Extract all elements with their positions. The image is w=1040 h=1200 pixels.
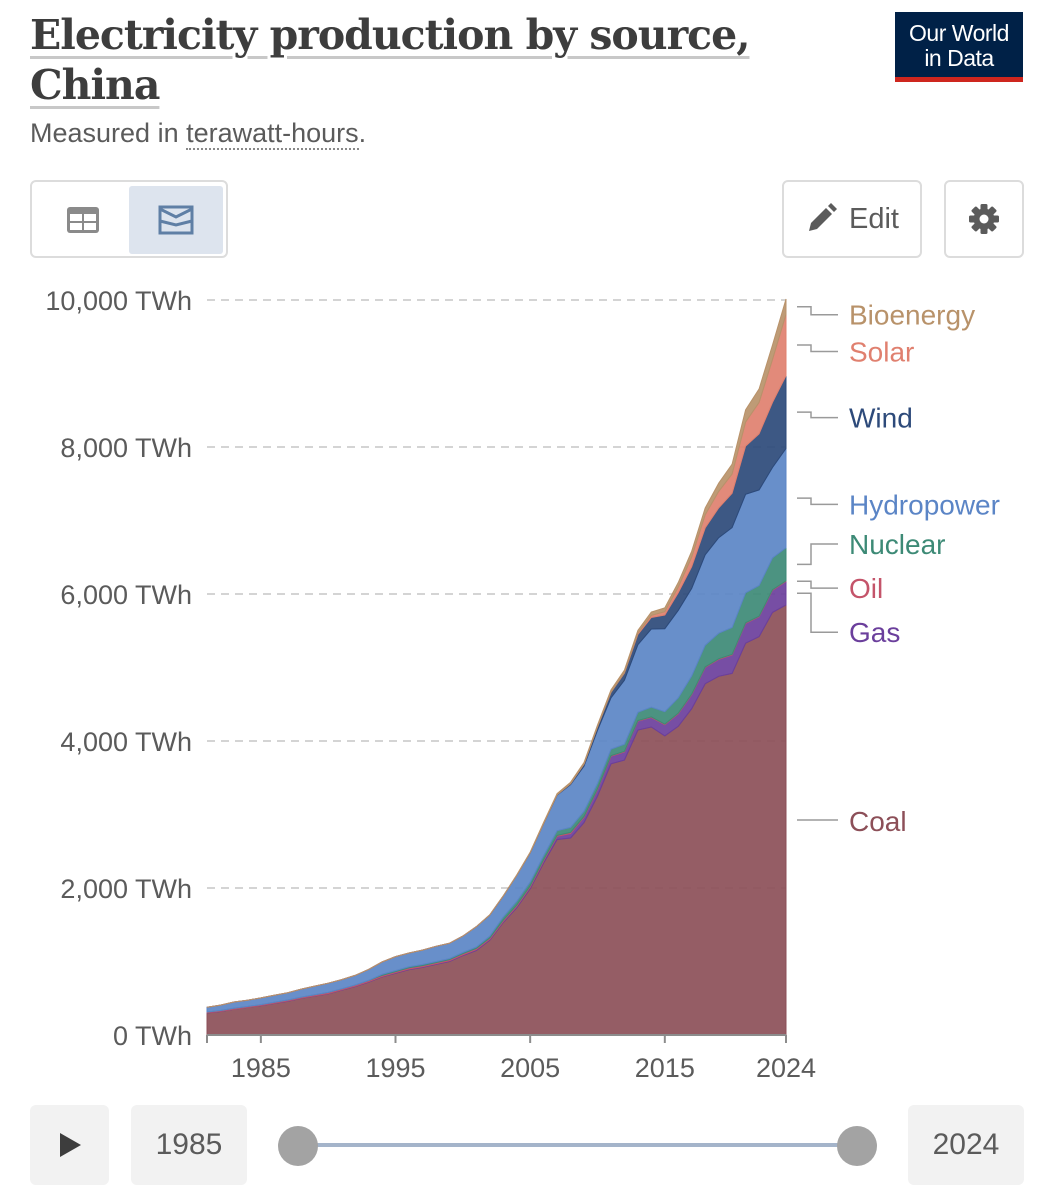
y-tick-label: 10,000 TWh [45, 286, 192, 316]
y-tick-label: 4,000 TWh [60, 727, 192, 757]
legend-label-nuclear: Nuclear [849, 529, 945, 560]
y-tick-label: 8,000 TWh [60, 433, 192, 463]
legend-label-solar: Solar [849, 336, 914, 367]
start-year-handle[interactable] [278, 1126, 318, 1166]
x-tick-label: 1995 [365, 1053, 425, 1083]
gear-icon [969, 204, 999, 234]
view-tabs [30, 180, 228, 258]
legend-connector [797, 497, 838, 506]
start-year-box[interactable]: 1985 [131, 1105, 247, 1185]
stacked-area-chart: 0 TWh 2,000 TWh 4,000 TWh 6,000 TWh 8,000 TW… [45, 286, 1000, 1083]
legend-label-hydropower: Hydropower [849, 489, 1000, 520]
settings-button[interactable] [944, 180, 1024, 258]
legend-label-gas: Gas [849, 617, 900, 648]
x-tick-label: 2005 [500, 1053, 560, 1083]
chart-title: Electricity production by source, China [30, 10, 790, 110]
y-tick-label: 2,000 TWh [60, 874, 192, 904]
table-icon [67, 207, 99, 233]
y-tick-label: 0 TWh [113, 1021, 192, 1051]
legend-connector [797, 411, 838, 419]
subtitle-prefix: Measured in [30, 118, 187, 148]
end-year-box[interactable]: 2024 [908, 1105, 1024, 1185]
subtitle-suffix: . [358, 118, 367, 148]
legend-connector [797, 344, 838, 353]
x-tick-label: 1985 [231, 1053, 291, 1083]
x-tick-label: 2015 [635, 1053, 695, 1083]
pencil-icon [809, 203, 837, 231]
legend-label-oil: Oil [849, 573, 883, 604]
table-view-tab[interactable] [36, 186, 130, 254]
end-year-handle[interactable] [837, 1126, 877, 1166]
logo-line1: Our World [909, 20, 1009, 46]
area-bioenergy [206, 298, 787, 1008]
legend-connector [797, 543, 838, 566]
legend-connector [797, 592, 838, 633]
chart-view-tab[interactable] [129, 186, 223, 254]
owid-logo[interactable]: Our World in Data [895, 12, 1023, 82]
legend-label-coal: Coal [849, 806, 907, 837]
logo-line2: in Data [924, 45, 994, 71]
legend-label-bioenergy: Bioenergy [849, 300, 975, 331]
legend-connector [797, 305, 838, 316]
chart-subtitle: Measured in terawatt-hours. [30, 118, 367, 150]
x-tick-label: 2024 [756, 1053, 816, 1083]
timeline-track[interactable] [298, 1143, 858, 1147]
chart-title-line1: Electricity production by source, [30, 11, 750, 59]
timeline: 1985 2024 [0, 1100, 1040, 1190]
unit-link[interactable]: terawatt-hours [186, 118, 359, 150]
legend-label-wind: Wind [849, 403, 913, 434]
chart-title-line2: China [30, 61, 160, 109]
edit-button[interactable]: Edit [782, 180, 922, 258]
play-icon [59, 1133, 81, 1157]
play-button[interactable] [30, 1105, 109, 1185]
edit-button-label: Edit [849, 202, 899, 235]
stacked-area-chart-icon [158, 205, 194, 235]
y-tick-label: 6,000 TWh [60, 580, 192, 610]
legend-connector [797, 580, 838, 589]
